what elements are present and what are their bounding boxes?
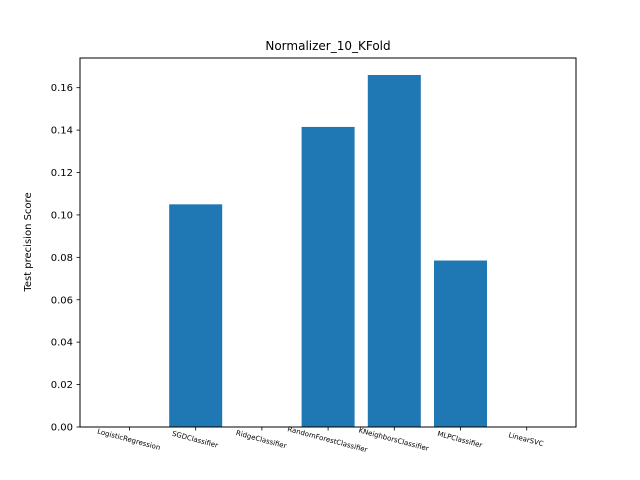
y-tick-label: 0.04 (51, 338, 73, 349)
y-tick-label: 0.16 (51, 83, 73, 94)
bars-group (169, 74, 487, 428)
bar-MLPClassifier (434, 260, 487, 427)
plot-frame (79, 57, 577, 428)
bar-KNeighborsClassifier (367, 74, 421, 427)
y-tick-label: 0.02 (51, 380, 73, 391)
y-ticks-group: 0.00 0.02 0.04 0.06 0.08 0.10 0.12 0.14 0.16 (51, 83, 80, 434)
y-tick-label: 0.00 (51, 423, 73, 434)
chart-title: Normalizer_10_KFold (265, 39, 390, 53)
bar-RandomForestClassifier (301, 126, 355, 428)
y-tick-label: 0.08 (51, 253, 73, 264)
y-tick-label: 0.12 (51, 168, 73, 179)
y-tick-label: 0.14 (51, 126, 73, 137)
bar-SGDClassifier (169, 204, 223, 427)
y-tick-label: 0.10 (51, 210, 73, 221)
y-axis-label: Test precision Score (23, 192, 34, 292)
y-tick-label: 0.06 (51, 295, 73, 306)
